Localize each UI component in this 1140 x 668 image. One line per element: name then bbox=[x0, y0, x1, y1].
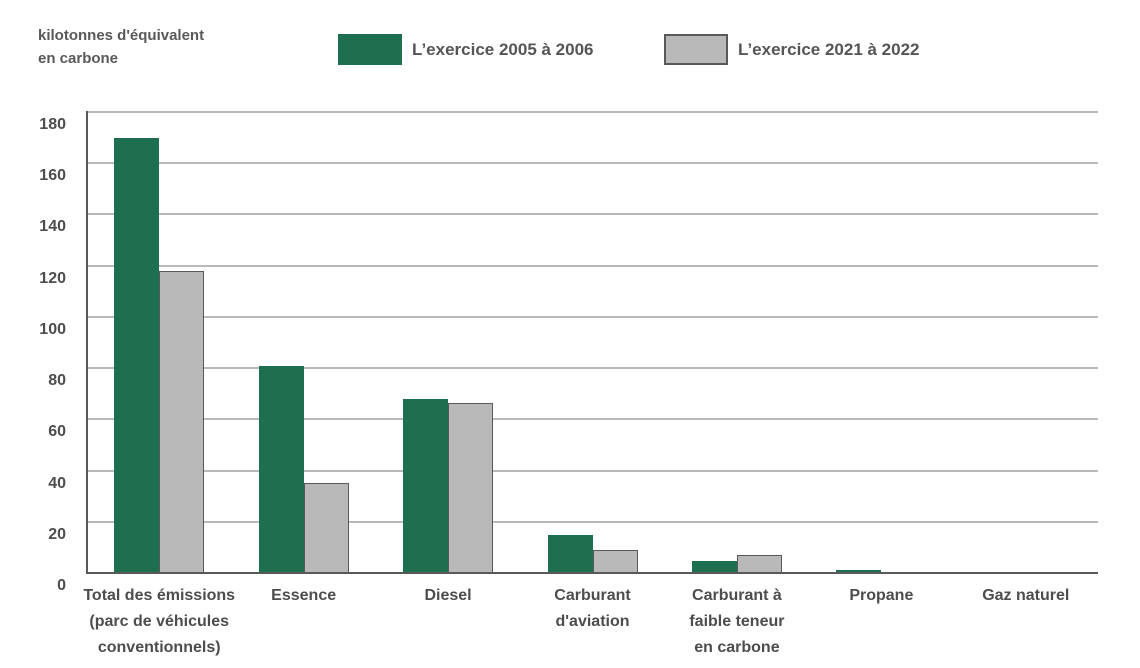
legend-item-2005-2006: L’exercice 2005 à 2006 bbox=[338, 34, 594, 65]
gridline-120 bbox=[87, 264, 1098, 267]
bar-green-3 bbox=[403, 398, 449, 573]
bar-gray-3 bbox=[448, 402, 494, 573]
x-category-label-7: Gaz naturel bbox=[982, 587, 1070, 604]
legend-label-2005-2006: L’exercice 2005 à 2006 bbox=[412, 39, 594, 59]
y-tick-label-60: 60 bbox=[48, 423, 66, 441]
bar-green-6 bbox=[836, 570, 882, 573]
y-tick-label-20: 20 bbox=[48, 525, 66, 543]
gridline-40 bbox=[87, 469, 1098, 472]
y-axis-title: kilotonnes d'équivalent en carbone bbox=[38, 27, 205, 67]
x-axis-line bbox=[86, 572, 1098, 574]
x-category-label-4: Carburant d'aviation bbox=[554, 587, 631, 630]
bar-gray-4 bbox=[592, 549, 638, 573]
gridline-20 bbox=[87, 520, 1098, 523]
gridline-100 bbox=[87, 315, 1098, 318]
bar-gray-5 bbox=[736, 555, 782, 573]
y-tick-label-180: 180 bbox=[39, 116, 66, 133]
x-category-label-1: Total des émissions (parc de véhicules con… bbox=[83, 587, 236, 656]
bar-green-1 bbox=[114, 137, 160, 573]
bar-gray-1 bbox=[159, 270, 205, 573]
gridline-160 bbox=[87, 162, 1098, 165]
legend: L’exercice 2005 à 2006 L’exercice 2021 à… bbox=[0, 0, 1140, 80]
y-tick-label-80: 80 bbox=[48, 372, 66, 390]
bar-green-2 bbox=[258, 365, 304, 573]
bar-green-5 bbox=[691, 561, 737, 573]
legend-swatch-green bbox=[338, 34, 402, 65]
y-tick-label-0: 0 bbox=[57, 577, 66, 594]
y-tick-label-160: 160 bbox=[39, 167, 66, 185]
y-axis-line bbox=[86, 111, 88, 574]
legend-item-2021-2022: L’exercice 2021 à 2022 bbox=[664, 34, 920, 65]
gridline-180 bbox=[87, 111, 1098, 113]
y-tick-label-100: 100 bbox=[39, 320, 66, 338]
y-tick-label-120: 120 bbox=[39, 269, 66, 287]
legend-label-2021-2022: L’exercice 2021 à 2022 bbox=[738, 39, 920, 59]
x-category-label-3: Diesel bbox=[424, 587, 472, 604]
gridline-140 bbox=[87, 213, 1098, 216]
legend-swatch-gray bbox=[664, 34, 728, 65]
y-tick-label-40: 40 bbox=[48, 474, 66, 492]
gridline-60 bbox=[87, 418, 1098, 421]
x-category-label-6: Propane bbox=[849, 587, 914, 604]
bar-gray-2 bbox=[303, 483, 349, 573]
gridline-80 bbox=[87, 367, 1098, 370]
y-tick-label-140: 140 bbox=[39, 218, 66, 236]
x-category-label-2: Essence bbox=[271, 587, 337, 604]
x-category-label-5: Carburant à faible teneur en carbone bbox=[689, 587, 785, 656]
bar-green-4 bbox=[547, 534, 593, 573]
